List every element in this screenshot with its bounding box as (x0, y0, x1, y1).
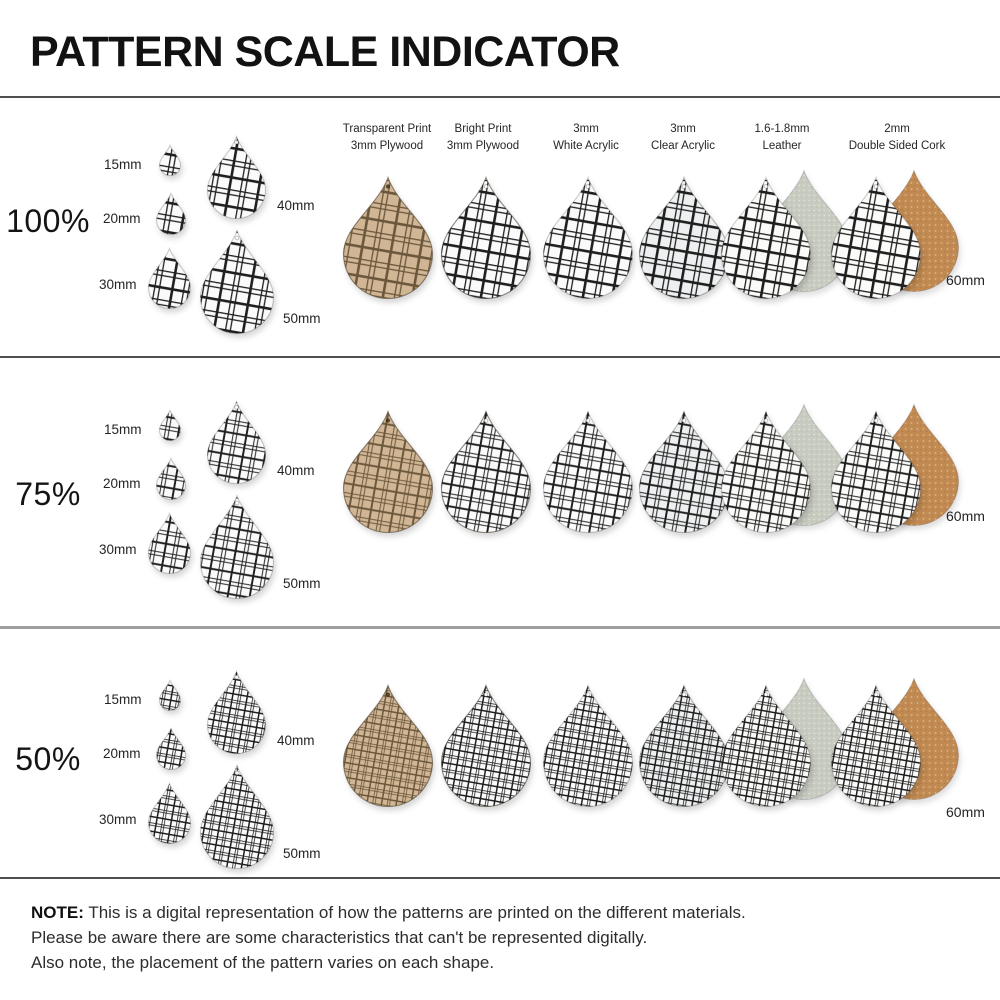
column-header-plywood-bright: Bright Print 3mm Plywood (403, 121, 563, 154)
divider-line (0, 877, 1000, 879)
teardrop-acrylic-clear-75 (638, 409, 730, 534)
teardrop-size-15mm-75 (158, 409, 182, 441)
divider-line (0, 356, 1000, 358)
column-header-line2: 3mm Plywood (446, 139, 520, 152)
column-header-line1: 3mm (573, 123, 599, 135)
size-label-30mm: 30mm (99, 277, 137, 292)
teardrop-size-30mm-75 (147, 511, 192, 575)
teardrop-plywood-transparent-100 (342, 175, 434, 300)
page-title: PATTERN SCALE INDICATOR (30, 28, 620, 76)
column-header-plywood-transparent: Transparent Print 3mm Plywood (307, 121, 467, 154)
size-label-60mm: 60mm (946, 272, 985, 288)
teardrop-acrylic-clear-50 (638, 683, 730, 808)
teardrop-size-40mm-100 (206, 134, 267, 219)
size-label-15mm: 15mm (104, 422, 142, 437)
teardrop-size-15mm-50 (158, 679, 182, 711)
teardrop-size-50mm-100 (199, 228, 275, 334)
teardrop-plywood-transparent-50 (342, 683, 434, 808)
note-block: NOTE: This is a digital representation o… (31, 901, 746, 976)
teardrop-size-40mm-50 (206, 669, 267, 754)
teardrop-size-30mm-100 (147, 246, 192, 310)
column-header-line1: 1.6-1.8mm (754, 123, 810, 135)
note-line-3: Also note, the placement of the pattern … (31, 952, 495, 972)
size-label-30mm: 30mm (99, 812, 137, 827)
teardrop-size-20mm-75 (155, 456, 187, 500)
teardrop-cork-50 (830, 683, 922, 808)
column-header-line2: White Acrylic (553, 139, 619, 152)
column-header-line2: 3mm Plywood (350, 139, 424, 152)
teardrop-plywood-bright-75 (440, 409, 532, 534)
scale-label-50: 50% (15, 741, 81, 777)
divider-line (0, 96, 1000, 98)
size-label-40mm: 40mm (277, 463, 315, 478)
column-header-line2: Leather (762, 139, 802, 152)
note-line-1-text: This is a digital representation of how … (88, 903, 746, 922)
teardrop-acrylic-clear-100 (638, 175, 730, 300)
teardrop-size-50mm-75 (199, 493, 275, 599)
teardrop-size-20mm-50 (155, 726, 187, 770)
teardrop-leather-50 (720, 683, 812, 808)
size-label-60mm: 60mm (946, 804, 985, 820)
divider-line (0, 626, 1000, 629)
size-label-20mm: 20mm (103, 211, 141, 226)
size-label-50mm: 50mm (283, 311, 321, 326)
teardrop-leather-100 (720, 175, 812, 300)
teardrop-cork-75 (830, 409, 922, 534)
size-label-15mm: 15mm (104, 692, 142, 707)
size-label-50mm: 50mm (283, 576, 321, 591)
column-header-acrylic-clear: 3mm Clear Acrylic (603, 121, 763, 154)
scale-label-75: 75% (15, 476, 81, 512)
teardrop-size-40mm-75 (206, 399, 267, 484)
teardrop-leather-75 (720, 409, 812, 534)
column-header-line2: Clear Acrylic (651, 139, 715, 152)
column-header-line1: 2mm (884, 123, 910, 135)
size-label-60mm: 60mm (946, 508, 985, 524)
note-line-1: NOTE: This is a digital representation o… (31, 901, 746, 926)
scale-label-100: 100% (6, 203, 90, 239)
teardrop-plywood-bright-100 (440, 175, 532, 300)
teardrop-size-30mm-50 (147, 781, 192, 845)
size-label-30mm: 30mm (99, 542, 137, 557)
note-line-2: Please be aware there are some character… (31, 927, 648, 947)
teardrop-size-15mm-100 (158, 144, 182, 176)
teardrop-size-50mm-50 (199, 763, 275, 869)
teardrop-acrylic-white-75 (542, 409, 634, 534)
size-label-50mm: 50mm (283, 846, 321, 861)
size-label-40mm: 40mm (277, 198, 315, 213)
teardrop-plywood-bright-50 (440, 683, 532, 808)
size-label-40mm: 40mm (277, 733, 315, 748)
column-header-cork: 2mm Double Sided Cork (817, 121, 977, 154)
column-header-line1: Transparent Print (342, 123, 432, 135)
teardrop-cork-100 (830, 175, 922, 300)
teardrop-acrylic-white-100 (542, 175, 634, 300)
teardrop-size-20mm-100 (155, 191, 187, 235)
teardrop-acrylic-white-50 (542, 683, 634, 808)
size-label-20mm: 20mm (103, 746, 141, 761)
size-label-15mm: 15mm (104, 157, 142, 172)
column-header-line1: Bright Print (454, 123, 512, 135)
column-header-acrylic-white: 3mm White Acrylic (506, 121, 666, 154)
column-header-line2: Double Sided Cork (848, 139, 946, 152)
size-label-20mm: 20mm (103, 476, 141, 491)
note-label: NOTE: (31, 903, 84, 922)
teardrop-plywood-transparent-75 (342, 409, 434, 534)
column-header-leather: 1.6-1.8mm Leather (702, 121, 862, 154)
column-header-line1: 3mm (670, 123, 696, 135)
